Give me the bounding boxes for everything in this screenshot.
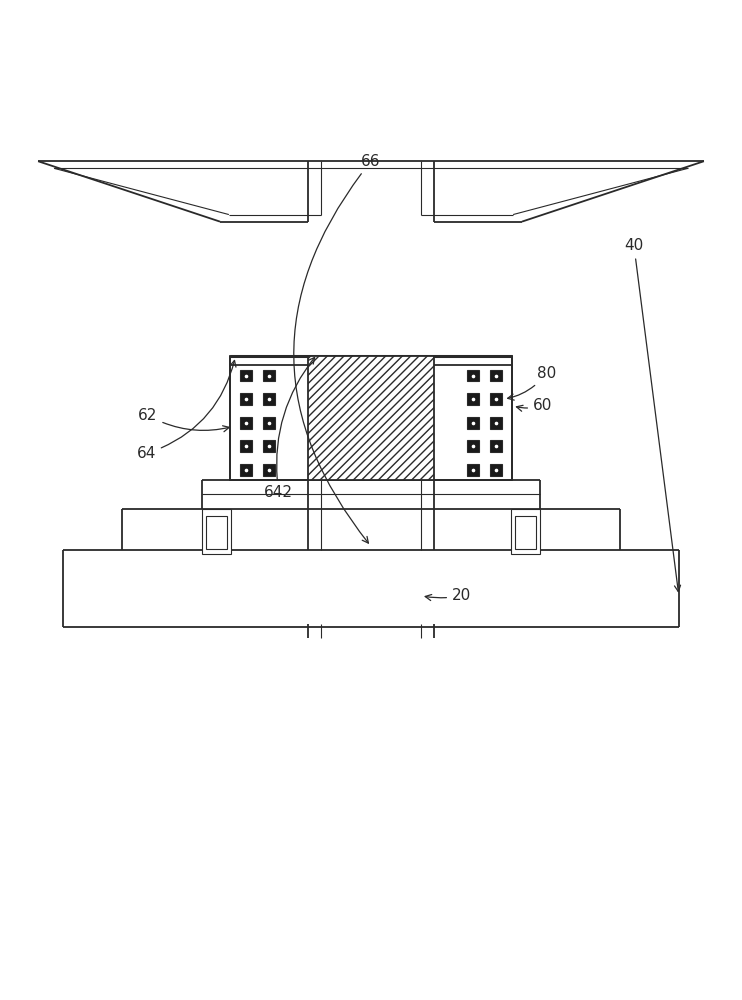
Bar [229,356,513,480]
Bar [467,393,479,405]
Bar [511,509,540,554]
Bar [263,370,275,381]
Bar [263,440,275,452]
Bar [490,440,502,452]
Bar [263,393,275,405]
Text: 80: 80 [508,366,556,400]
Bar [240,370,252,381]
Bar [263,417,275,429]
Bar [467,370,479,381]
Text: 64: 64 [137,360,236,461]
Bar [490,370,502,381]
Bar [490,393,502,405]
Text: 20: 20 [425,588,471,603]
Bar [490,417,502,429]
Bar [202,509,231,554]
Bar [490,464,502,476]
Bar [240,417,252,429]
Bar [467,464,479,476]
Bar [240,440,252,452]
Text: 66: 66 [294,154,381,543]
Bar [309,356,433,480]
Text: 40: 40 [624,238,680,592]
Bar [467,417,479,429]
Bar [240,464,252,476]
Bar [516,516,536,549]
Text: 62: 62 [138,408,229,432]
Text: 642: 642 [264,357,315,500]
Bar [240,393,252,405]
Text: 60: 60 [516,398,552,413]
Bar [206,516,226,549]
Polygon shape [38,161,704,222]
Bar [263,464,275,476]
Bar [467,440,479,452]
